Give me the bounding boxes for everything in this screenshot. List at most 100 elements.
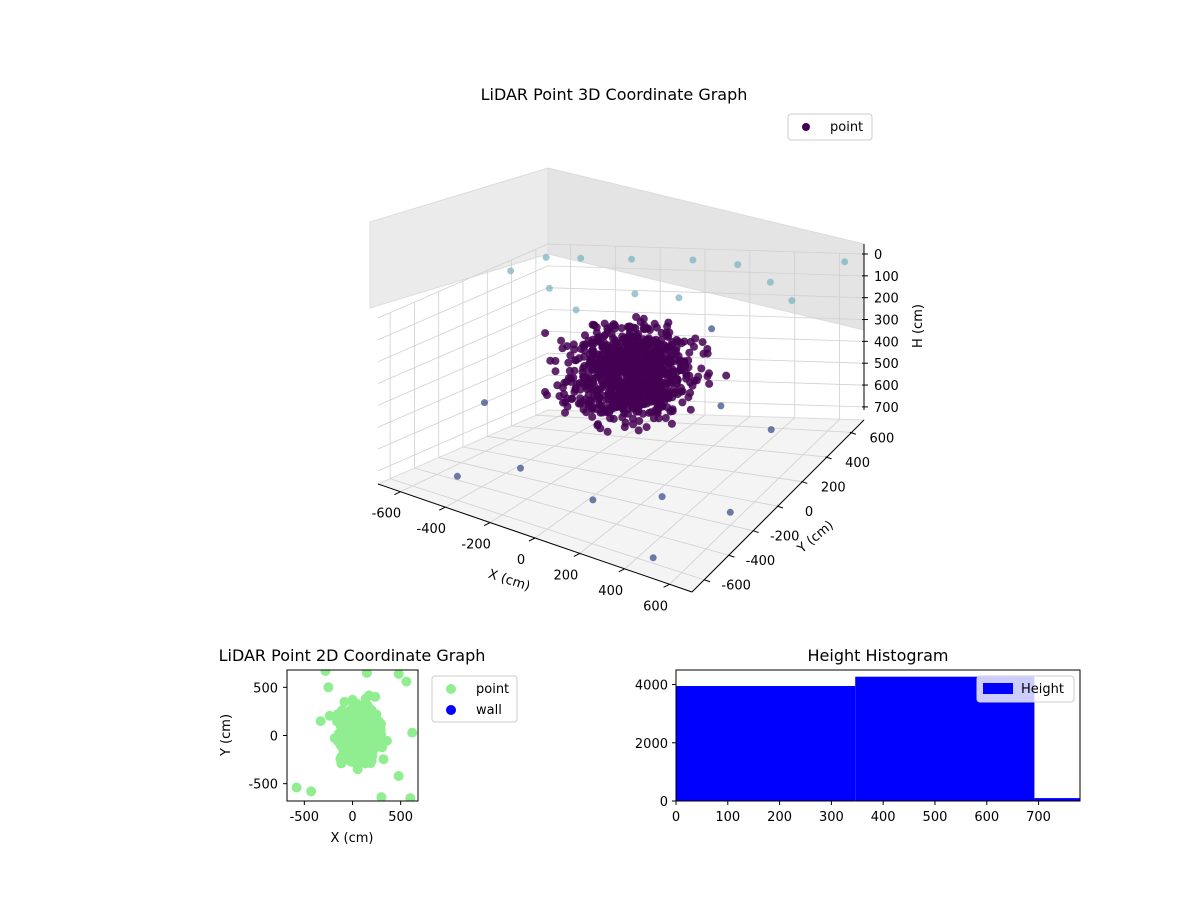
lidar-point-3d (674, 337, 683, 346)
lidar-point-3d (620, 351, 629, 360)
point-cloud-2d (291, 670, 418, 801)
x-tick-label-3d: -200 (461, 538, 491, 553)
y-axis-label-3d: Y (cm) (794, 518, 837, 557)
lidar-point-3d (655, 363, 664, 372)
y-tick-label-2d: 500 (253, 681, 278, 696)
lidar-point-3d (649, 554, 657, 562)
legend-2d: point wall (431, 675, 518, 723)
x-tick-label-histogram: 700 (1026, 810, 1051, 825)
lidar-point-3d (603, 324, 612, 333)
lidar-point-3d (555, 392, 564, 401)
histogram-bar (676, 686, 856, 801)
lidar-point-3d (629, 358, 638, 367)
lidar-point-3d (603, 427, 612, 436)
lidar-point-3d (543, 391, 551, 399)
lidar-point-3d (596, 333, 605, 342)
lidar-point-3d (564, 373, 573, 382)
x-tick-label-histogram: 600 (974, 810, 999, 825)
lidar-point-3d (734, 261, 742, 269)
lidar-point-3d (577, 254, 585, 262)
y-tick-3d (801, 480, 808, 484)
lidar-point-3d (605, 404, 614, 413)
lidar-point-3d (642, 423, 651, 432)
lidar-point-2d (368, 744, 379, 755)
y-tick-label-3d: 0 (805, 505, 813, 520)
lidar-point-3d (575, 379, 584, 387)
lidar-point-3d (611, 336, 620, 345)
x-tick-3d (483, 522, 491, 527)
x-tick-label-3d: -600 (372, 507, 402, 522)
lidar-point-3d (631, 348, 640, 357)
grid-line-3d (377, 265, 863, 341)
lidar-point-3d (625, 395, 634, 404)
x-tick-3d (528, 537, 536, 542)
z-tick-label-3d: 400 (874, 335, 899, 350)
lidar-point-3d (645, 365, 654, 374)
lidar-point-3d (663, 331, 672, 340)
lidar-point-3d (572, 306, 580, 314)
lidar-point-3d (563, 342, 572, 351)
legend-3d: point (787, 113, 873, 141)
lidar-point-3d (631, 324, 640, 333)
ticks-histogram: 0 100 200 300 400 500 600 700 0 2000 4000 (635, 679, 1051, 825)
lidar-point-2d (376, 792, 387, 801)
lidar-point-2d (339, 696, 350, 707)
histogram-title: Height Histogram (808, 646, 949, 665)
z-axis-label-3d: H (cm) (911, 304, 926, 348)
lidar-point-3d (661, 414, 670, 422)
chart-2d: LiDAR Point 2D Coordinate Graph -500 0 500… (219, 646, 518, 846)
y-tick-label-3d: 600 (869, 431, 894, 446)
x-tick-label-3d: 600 (643, 599, 668, 614)
lidar-point-2d (352, 703, 363, 713)
x-tick-3d (573, 552, 581, 557)
lidar-point-3d (619, 361, 628, 370)
lidar-point-3d (636, 400, 645, 409)
lidar-point-3d (580, 352, 589, 361)
grid-line-3d (438, 457, 753, 531)
lidar-point-3d (635, 381, 644, 389)
lidar-point-3d (557, 336, 566, 345)
lidar-point-3d (628, 255, 636, 263)
lidar-point-3d (678, 398, 687, 407)
lidar-point-3d (686, 405, 695, 414)
lidar-point-3d (607, 381, 616, 389)
lidar-point-3d (766, 278, 774, 286)
x-tick-3d (394, 491, 401, 496)
x-axis-label-2d: X (cm) (331, 831, 374, 846)
pane-floor (376, 409, 866, 593)
y-tick-label-3d: -200 (770, 530, 800, 545)
lidar-point-3d (581, 331, 589, 340)
legend-2d-wall-marker (446, 705, 456, 715)
lidar-point-3d (610, 321, 619, 330)
y-tick-label-2d: 0 (270, 730, 278, 745)
sparse-points-3d (453, 253, 849, 562)
lidar-point-2d (315, 716, 326, 727)
point-cloud-3d (541, 313, 731, 436)
lidar-point-3d (579, 340, 588, 349)
lidar-point-2d (375, 731, 385, 742)
grid-line-3d (377, 374, 863, 450)
legend-histogram-label: Height (1021, 682, 1064, 697)
lidar-point-2d (323, 682, 334, 693)
y-tick-3d (752, 530, 759, 534)
lidar-point-3d (643, 346, 652, 355)
lidar-point-3d (686, 388, 695, 397)
lidar-point-3d (705, 369, 713, 378)
lidar-point-3d (588, 320, 597, 329)
lidar-point-3d (708, 325, 716, 333)
y-tick-3d (825, 456, 832, 460)
lidar-point-3d (703, 349, 712, 358)
lidar-point-3d (571, 356, 580, 365)
legend-histogram: Height (976, 675, 1075, 703)
lidar-point-3d (685, 348, 694, 357)
lidar-point-3d (571, 384, 580, 393)
chart-2d-title: LiDAR Point 2D Coordinate Graph (219, 646, 486, 665)
legend-2d-wall-label: wall (476, 703, 502, 718)
lidar-point-3d (668, 364, 676, 373)
grid-line-3d (462, 446, 778, 507)
x-tick-3d (618, 568, 625, 573)
lidar-point-2d (345, 748, 356, 759)
lidar-point-3d (631, 290, 639, 298)
y-axis-label-2d: Y (cm) (219, 714, 234, 757)
